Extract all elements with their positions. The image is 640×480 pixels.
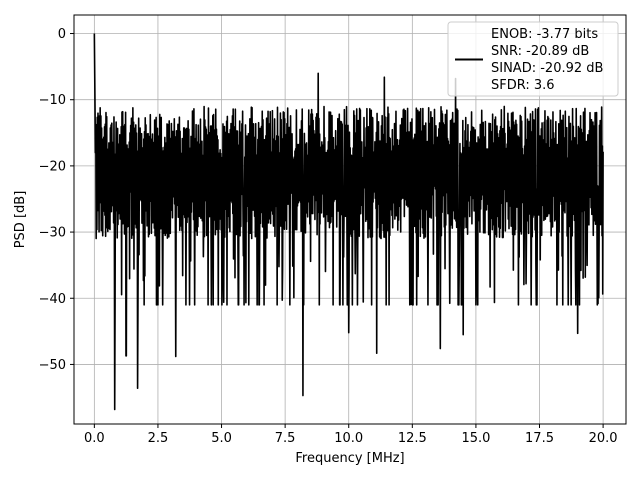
plot-frame — [73, 14, 627, 425]
y-tick-label: −50 — [39, 358, 66, 373]
x-tick-label: 7.5 — [275, 431, 296, 446]
psd-trace-layer — [93, 33, 604, 411]
psd-trace — [93, 33, 604, 411]
x-tick-label: 0.0 — [84, 431, 105, 446]
y-axis-label: PSD [dB] — [13, 191, 28, 249]
x-tick-label: 15.0 — [461, 431, 490, 446]
y-tick-label: 0 — [58, 27, 66, 42]
x-tick-label: 5.0 — [211, 431, 232, 446]
x-tick-label: 20.0 — [589, 431, 618, 446]
y-tick-label: −20 — [39, 159, 66, 174]
x-tick-label: 12.5 — [398, 431, 427, 446]
x-tick-label: 10.0 — [334, 431, 363, 446]
x-axis-ticks: 0.0 2.5 5.0 7.5 10.0 12.5 15.0 17.5 20.0 — [84, 424, 618, 446]
x-tick-label: 2.5 — [148, 431, 169, 446]
legend-box — [447, 21, 619, 97]
legend: ENOB: -3.77 bits SNR: -20.89 dB SINAD: -20… — [447, 21, 619, 97]
y-tick-label: −30 — [39, 226, 66, 241]
y-tick-label: −40 — [39, 292, 66, 307]
x-axis-label: Frequency [MHz] — [295, 451, 404, 466]
y-axis-ticks: 0 −10 −20 −30 −40 −50 — [39, 27, 74, 373]
x-tick-label: 17.5 — [525, 431, 554, 446]
legend-entry: ENOB: -3.77 bits SNR: -20.89 dB SINAD: -20… — [491, 27, 603, 93]
y-tick-label: −10 — [39, 93, 66, 108]
